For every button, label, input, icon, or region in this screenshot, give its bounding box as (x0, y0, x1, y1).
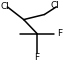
Text: F: F (57, 29, 62, 38)
Text: F: F (34, 53, 40, 62)
Text: Cl: Cl (1, 2, 10, 11)
Text: Cl: Cl (50, 1, 59, 10)
